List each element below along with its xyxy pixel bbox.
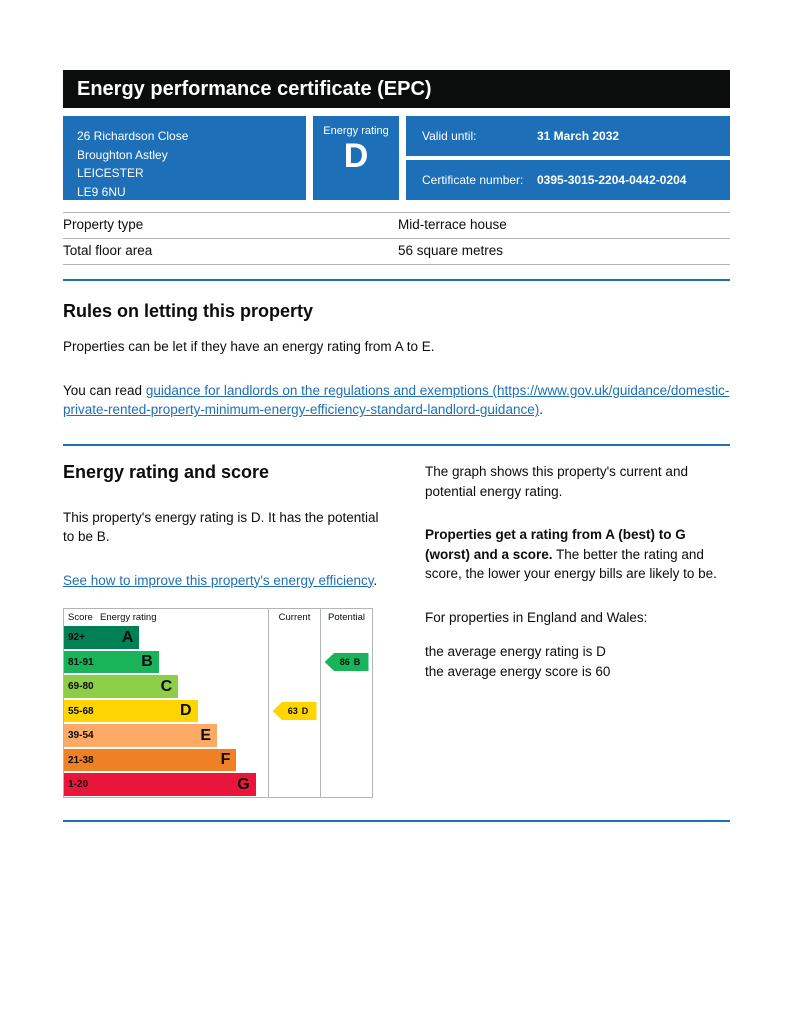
potential-score: 86 — [339, 657, 350, 667]
property-type-label: Property type — [63, 217, 144, 232]
energy-rating-value: D — [343, 137, 369, 175]
guidance-prefix: You can read — [63, 382, 146, 398]
property-type-value: Mid-terrace house — [398, 217, 507, 232]
table-row: Total floor area 56 square metres — [63, 237, 730, 265]
band-c: 69-80 C — [64, 675, 179, 698]
band-score: 92+ — [68, 632, 85, 643]
valid-until-label: Valid until: — [422, 129, 477, 143]
band-score: 69-80 — [68, 681, 94, 692]
floor-area-value: 56 square metres — [398, 242, 504, 258]
band-d: 55-68 D — [64, 699, 198, 723]
band-row-f: 21-38 F — [64, 747, 372, 773]
graph-description: The graph shows this property's current … — [425, 463, 688, 499]
current-score: 63 — [287, 706, 298, 716]
rating-heading: Energy rating and score — [63, 461, 270, 482]
landlord-guidance-link[interactable]: guidance for landlords on the regulation… — [63, 382, 730, 418]
improve-suffix: . — [373, 572, 378, 588]
national-averages: the average energy rating is D the averag… — [425, 642, 730, 681]
band-e: 39-54 E — [64, 724, 217, 747]
band-row-a: 92+ A — [64, 625, 372, 650]
rating-right-column: The graph shows this property's current … — [425, 462, 730, 798]
address-line: LE9 6NU — [77, 184, 126, 199]
rating-left-column: Energy rating and score This property's … — [63, 462, 381, 798]
certificate-number-label: Certificate number: — [422, 173, 524, 187]
improve-efficiency-link[interactable]: See how to improve this property's energ… — [63, 572, 374, 588]
rating-intro: This property's energy rating is D. It h… — [63, 509, 379, 545]
average-score-line: the average energy score is 60 — [425, 663, 611, 679]
band-score: 81-91 — [68, 656, 94, 668]
band-f: 21-38 F — [64, 748, 237, 772]
england-wales-heading: For properties in England and Wales: — [425, 609, 648, 625]
chart-header-potential: Potential — [320, 609, 372, 626]
floor-area-label: Total floor area — [63, 242, 153, 258]
band-score: 21-38 — [68, 754, 94, 766]
chart-header-rating: Energy rating — [100, 611, 157, 623]
band-letter: C — [160, 677, 173, 695]
band-row-c: 69-80 C — [64, 674, 372, 699]
band-score: 39-54 — [68, 730, 94, 741]
potential-rating-marker: 86 B — [324, 653, 369, 671]
band-letter: F — [220, 751, 231, 768]
guidance-suffix: . — [539, 402, 543, 418]
energy-rating-box: Energy rating D — [313, 116, 399, 200]
table-row: Property type Mid-terrace house — [63, 212, 730, 238]
energy-rating-label: Energy rating — [323, 125, 389, 137]
band-letter: D — [180, 702, 192, 719]
band-letter: B — [141, 653, 153, 670]
rules-paragraph: Properties can be let if they have an en… — [63, 339, 435, 355]
average-rating-line: the average energy rating is D — [425, 644, 606, 660]
validity-stack: Valid until: 31 March 2032 Certificate n… — [406, 116, 730, 200]
valid-until-box: Valid until: 31 March 2032 — [406, 116, 730, 156]
rating-explainer: Properties get a rating from A (best) to… — [425, 525, 730, 584]
chart-header-current: Current — [268, 609, 320, 626]
band-row-d: 55-68 D 63 D — [64, 698, 372, 724]
current-letter: D — [301, 706, 309, 716]
band-b: 81-91 B — [64, 650, 159, 674]
chart-header-score: Score — [68, 611, 93, 623]
property-details-table: Property type Mid-terrace house Total fl… — [63, 212, 730, 265]
rating-explainer-bold: Properties get a rating from A (best) to… — [425, 527, 686, 562]
current-rating-marker: 63 D — [272, 702, 317, 720]
chart-header-row: Score Energy rating Current Potential — [64, 609, 372, 626]
address-line: LEICESTER — [77, 166, 144, 181]
band-row-g: 1-20 G — [64, 772, 372, 797]
valid-until-value: 31 March 2032 — [537, 129, 620, 143]
energy-rating-chart: Score Energy rating Current Potential 92… — [63, 608, 373, 798]
page-title: Energy performance certificate (EPC) — [63, 70, 730, 108]
section-divider — [63, 278, 730, 281]
band-letter: E — [200, 726, 211, 744]
address-line: 26 Richardson Close — [77, 129, 189, 143]
energy-rating-section: Energy rating and score This property's … — [63, 462, 730, 798]
band-g: 1-20 G — [64, 773, 256, 796]
certificate-number-box: Certificate number: 0395-3015-2204-0442-… — [406, 160, 730, 200]
certificate-number-value: 0395-3015-2204-0442-0204 — [537, 173, 687, 187]
letting-guidance-paragraph: You can read guidance for landlords on t… — [63, 381, 730, 420]
property-address: 26 Richardson Close Broughton Astley LEI… — [63, 116, 306, 200]
band-row-e: 39-54 E — [64, 723, 372, 748]
address-line: Broughton Astley — [77, 147, 168, 162]
band-score: 55-68 — [68, 705, 94, 717]
section-divider — [63, 819, 730, 822]
band-row-b: 81-91 B 86 B — [64, 649, 372, 675]
rules-heading: Rules on letting this property — [63, 300, 314, 321]
section-divider — [63, 443, 730, 446]
improve-paragraph: See how to improve this property's energ… — [63, 571, 381, 591]
band-a: 92+ A — [64, 626, 140, 649]
rating-explainer-rest: The better the rating and score, the low… — [425, 546, 717, 582]
band-letter: A — [121, 628, 134, 646]
band-letter: G — [237, 775, 250, 793]
epc-page: Energy performance certificate (EPC) 26 … — [63, 70, 730, 822]
potential-letter: B — [353, 657, 361, 667]
band-score: 1-20 — [68, 779, 89, 790]
certificate-summary: 26 Richardson Close Broughton Astley LEI… — [63, 116, 730, 200]
